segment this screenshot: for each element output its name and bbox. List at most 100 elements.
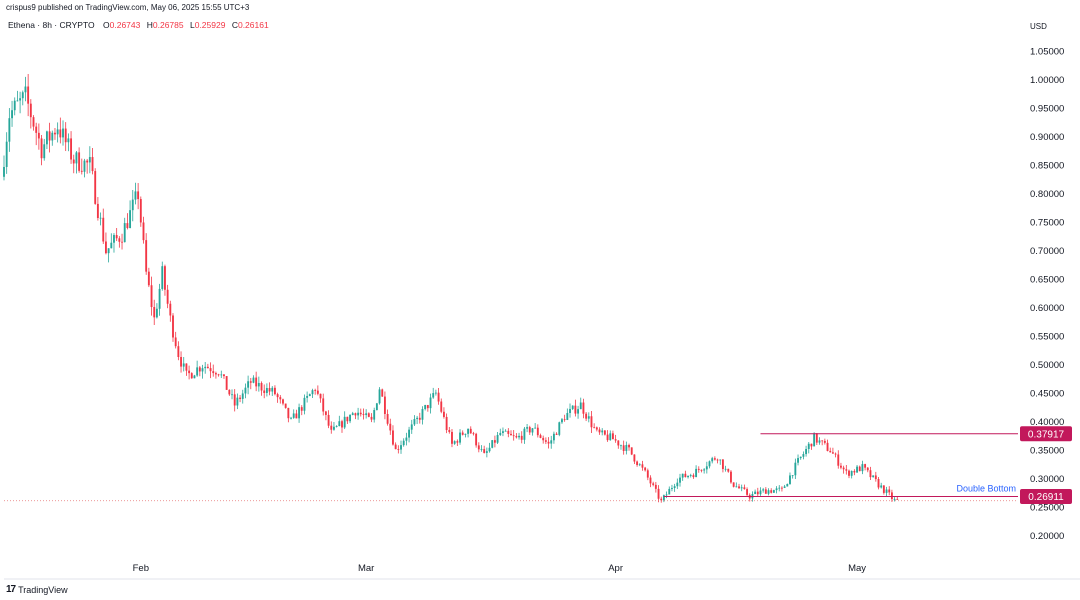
candle-body [547, 441, 550, 444]
candle-body [469, 428, 472, 434]
candle-body [48, 131, 51, 141]
candle-body [772, 490, 775, 493]
candle-body [491, 440, 494, 448]
candle-body [319, 393, 322, 399]
candle-body [298, 407, 301, 419]
candle-body [459, 432, 461, 443]
candle-body [359, 412, 362, 415]
candle-body [357, 412, 360, 416]
candle-body [212, 371, 215, 374]
candle-body [515, 436, 518, 438]
candle-body [381, 389, 384, 397]
ohlc-open-value: 0.26743 [109, 20, 141, 30]
candle-body [405, 437, 408, 441]
candle-body [609, 433, 612, 441]
candle-body [13, 100, 16, 111]
candle-body [88, 157, 91, 163]
candle-body [802, 454, 805, 457]
candle-body [268, 388, 271, 392]
candle-body [51, 132, 54, 141]
candle-body [810, 443, 813, 447]
candle-body [426, 405, 429, 409]
candle-body [778, 487, 781, 489]
candle-body [158, 288, 161, 309]
candle-body [86, 160, 89, 163]
candle-body [456, 441, 459, 443]
candle-body [21, 92, 24, 99]
candle-body [362, 414, 365, 416]
candle-body [150, 285, 153, 308]
candle-body [341, 421, 343, 428]
candle-body [257, 382, 260, 387]
candle-body [445, 416, 448, 431]
candle-body [611, 433, 614, 440]
candle-body [665, 494, 668, 496]
x-tick-label: Mar [358, 563, 374, 574]
candle-body [338, 421, 341, 427]
candle-body [569, 408, 571, 413]
candle-body [703, 469, 706, 471]
candle-body [502, 431, 504, 433]
candle-body [837, 454, 840, 466]
candle-body [485, 451, 488, 453]
candle-body [263, 390, 266, 393]
y-tick-label: 0.65000 [1030, 274, 1064, 285]
candle-body [62, 128, 64, 138]
ohlc-close-key: C [231, 20, 238, 30]
x-tick-label: May [848, 563, 866, 574]
ohlc-low-key: L [189, 20, 195, 30]
candle-body [252, 377, 255, 383]
candle-body [842, 467, 845, 470]
ohlc-low-value: 0.25929 [194, 20, 226, 30]
candle-body [83, 160, 86, 172]
candle-body [247, 381, 250, 388]
candle-body [147, 271, 150, 286]
candle-body [730, 471, 732, 483]
candle-body [676, 482, 679, 487]
candle-body [716, 459, 719, 461]
candle-body [343, 416, 346, 428]
candle-body [209, 368, 212, 372]
candle-body [303, 397, 306, 411]
candle-body [386, 413, 389, 424]
candle-body [531, 428, 534, 433]
candle-body [805, 448, 808, 455]
candle-body [864, 464, 867, 468]
level-price-badge [1020, 489, 1072, 505]
candle-body [539, 435, 542, 438]
candle-body [75, 152, 78, 164]
candle-body [890, 492, 893, 500]
candle-body [295, 413, 298, 419]
candle-body [190, 373, 193, 379]
candle-body [636, 461, 639, 466]
candle-body [437, 392, 440, 402]
candle-body [461, 432, 464, 435]
candle-body [153, 307, 156, 318]
candle-body [354, 413, 357, 416]
candle-body [574, 405, 577, 414]
candle-body [799, 456, 802, 459]
candle-body [11, 110, 13, 119]
candle-body [365, 413, 368, 416]
candle-body [322, 398, 325, 412]
candle-body [711, 458, 714, 462]
candle-body [375, 403, 378, 411]
candle-body [477, 445, 480, 450]
candle-body [523, 428, 526, 440]
symbol-legend: Ethena · 8h · CRYPTO O0.26743 H0.26785 L… [8, 20, 273, 30]
candle-body [657, 488, 660, 499]
candle-body [104, 241, 107, 254]
candle-body [786, 483, 789, 487]
candle-body [510, 433, 512, 436]
candle-body [367, 413, 370, 417]
candle-body [483, 449, 486, 453]
candle-body [673, 486, 676, 488]
candle-body [719, 459, 722, 461]
candle-body [129, 210, 132, 228]
candle-body [335, 426, 338, 427]
candle-body [880, 485, 883, 488]
candle-body [80, 170, 83, 172]
y-tick-label: 0.25000 [1030, 502, 1064, 513]
candle-body [370, 416, 373, 420]
